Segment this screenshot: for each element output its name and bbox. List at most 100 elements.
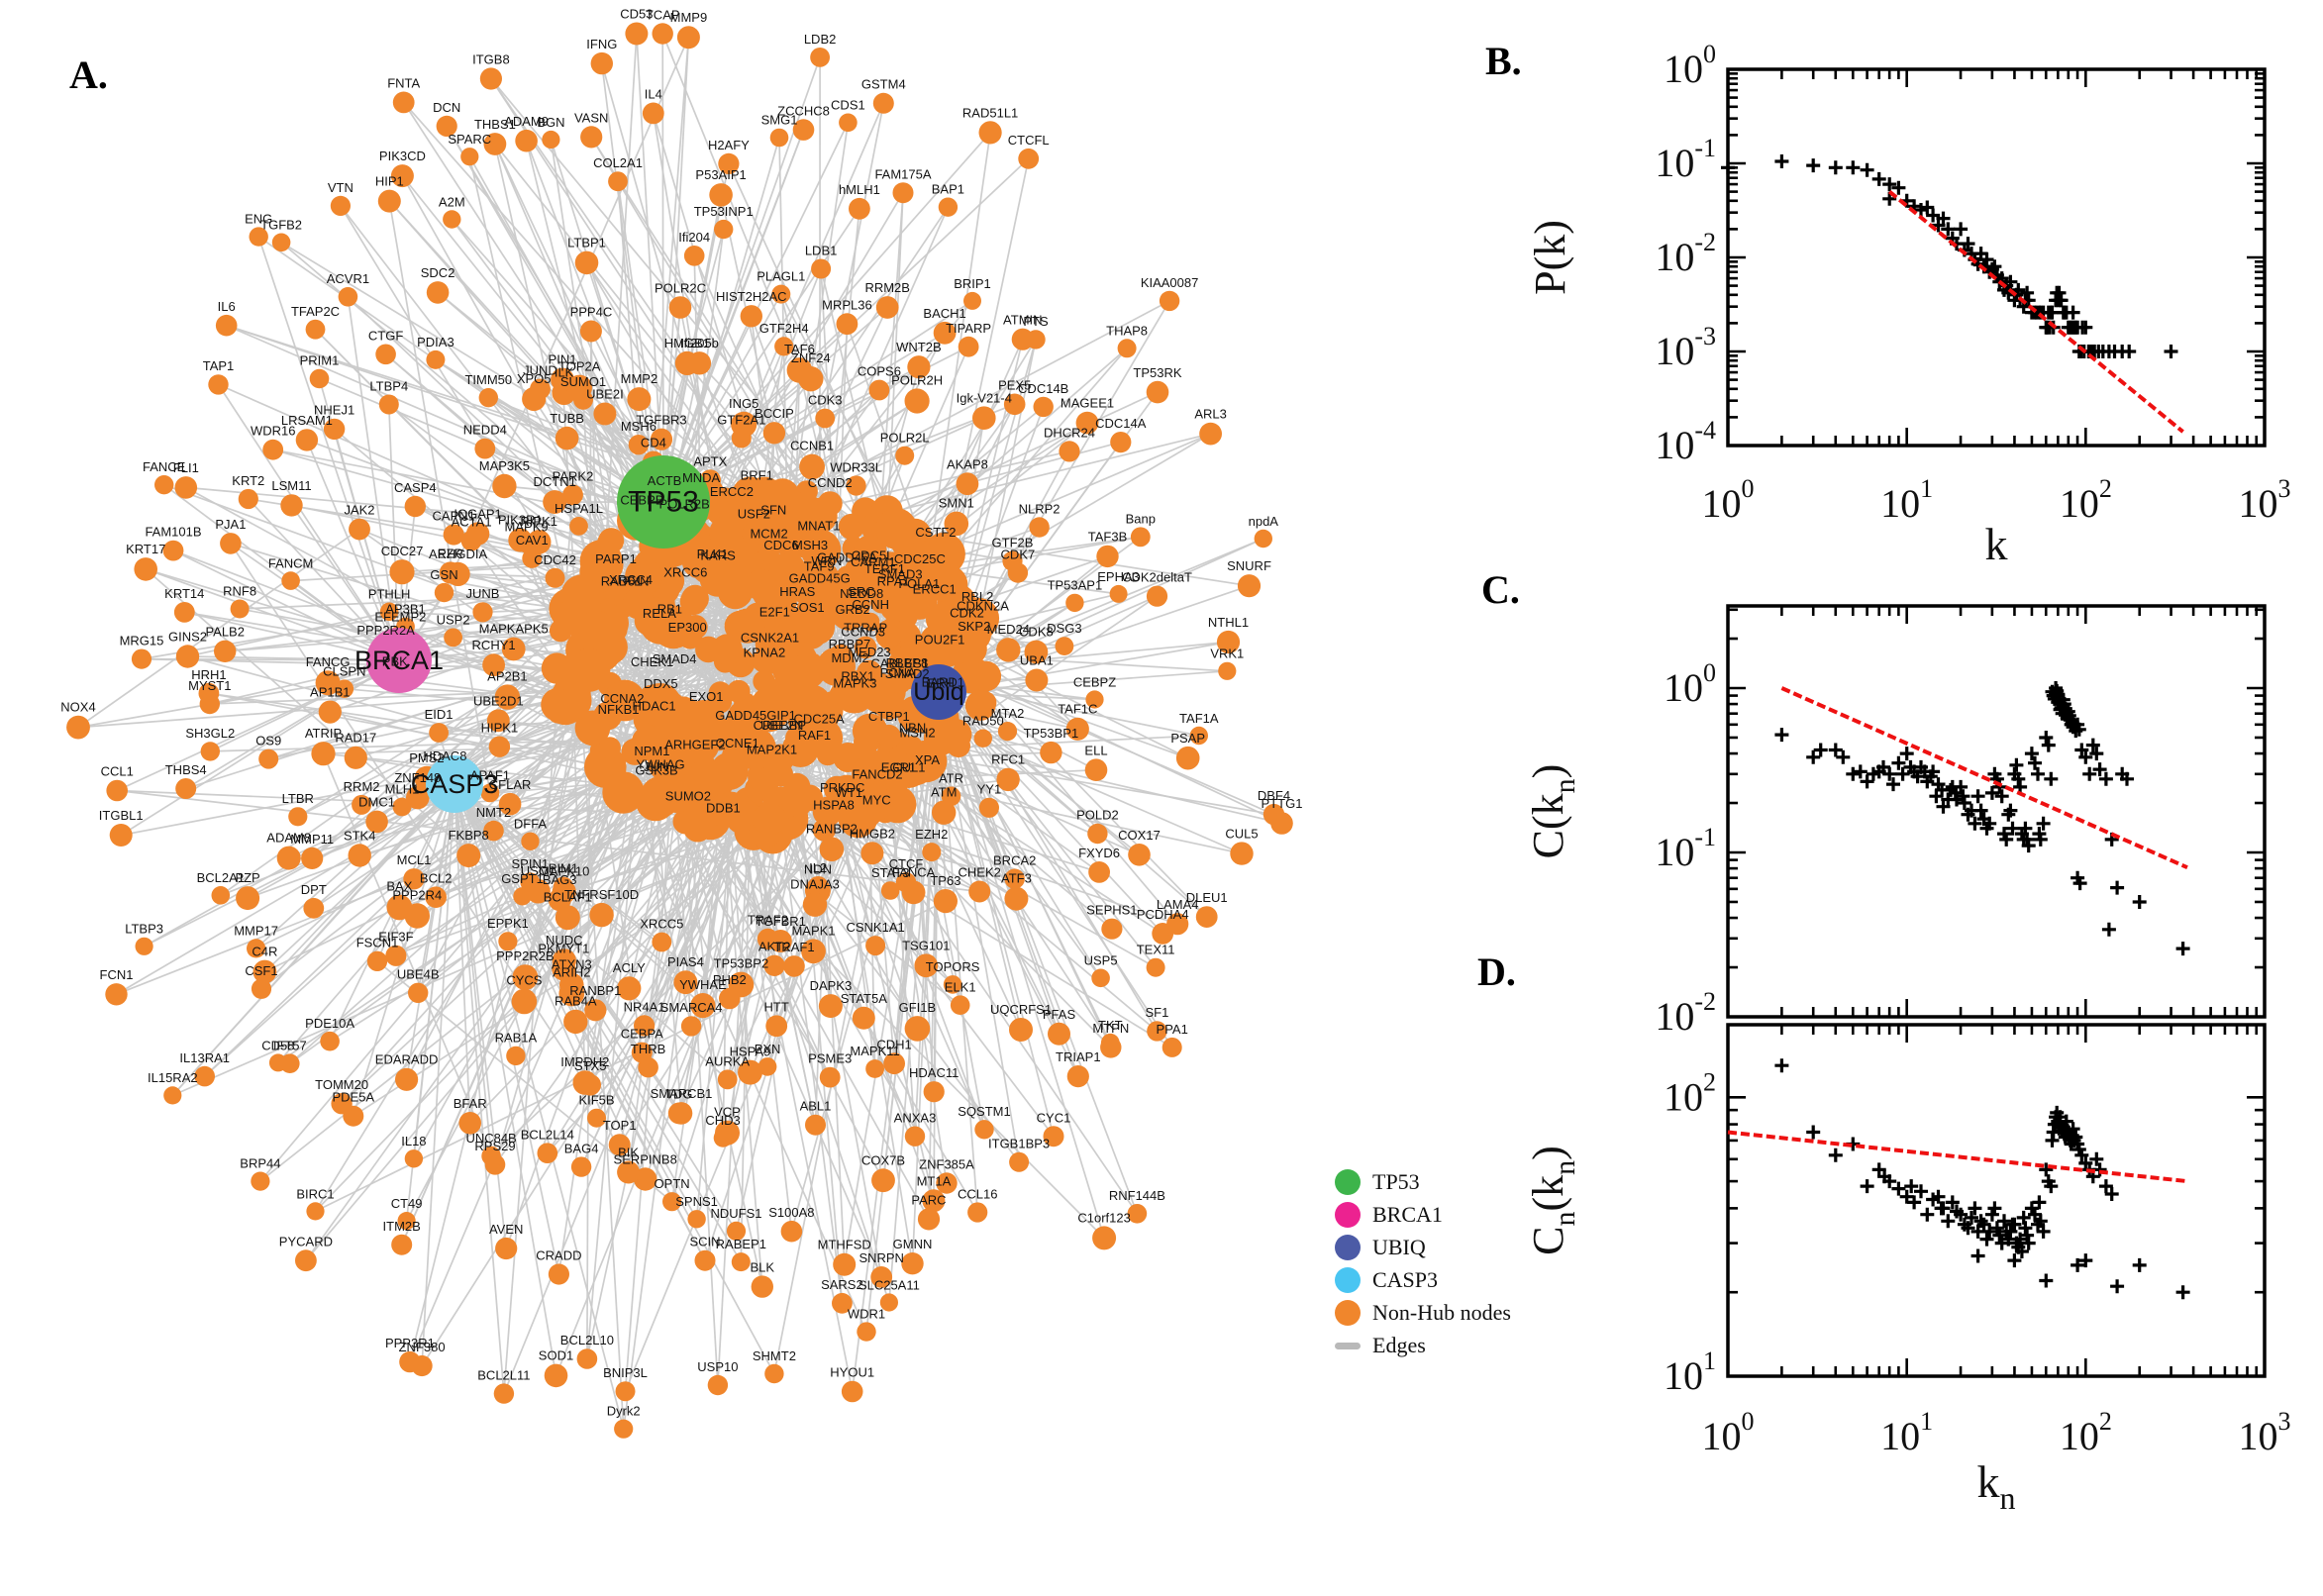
network-node[interactable]	[262, 439, 284, 460]
network-node[interactable]	[436, 115, 457, 137]
network-node[interactable]	[443, 210, 461, 229]
network-node[interactable]	[1218, 661, 1237, 680]
network-node[interactable]	[566, 374, 592, 401]
network-node[interactable]	[501, 637, 526, 661]
network-node[interactable]	[552, 956, 576, 981]
network-node[interactable]	[377, 189, 401, 213]
network-node[interactable]	[978, 121, 1002, 145]
network-node[interactable]	[390, 164, 414, 188]
network-node[interactable]	[970, 614, 995, 640]
network-node[interactable]	[669, 1102, 693, 1125]
network-node[interactable]	[763, 954, 785, 976]
network-node[interactable]	[1040, 741, 1062, 764]
network-node[interactable]	[923, 540, 949, 565]
network-node[interactable]	[1230, 842, 1254, 865]
network-node[interactable]	[406, 785, 430, 810]
network-node[interactable]	[972, 406, 996, 431]
network-node[interactable]	[818, 994, 843, 1019]
network-node[interactable]	[472, 602, 493, 623]
network-node[interactable]	[879, 1293, 899, 1312]
network-node[interactable]	[1048, 1022, 1070, 1046]
network-node[interactable]	[1189, 726, 1209, 746]
network-node[interactable]	[543, 490, 567, 515]
network-node[interactable]	[548, 1263, 570, 1285]
network-node[interactable]	[1146, 380, 1169, 404]
network-node[interactable]	[508, 528, 533, 552]
network-node[interactable]	[580, 126, 603, 149]
network-node[interactable]	[867, 782, 887, 803]
network-node[interactable]	[1018, 148, 1040, 169]
network-node[interactable]	[849, 197, 870, 220]
network-node[interactable]	[486, 709, 510, 733]
network-node[interactable]	[404, 495, 426, 518]
network-node[interactable]	[958, 336, 979, 357]
network-node[interactable]	[673, 970, 698, 995]
network-node[interactable]	[1007, 562, 1029, 583]
network-node[interactable]	[593, 402, 617, 426]
network-node[interactable]	[280, 1053, 300, 1073]
network-node[interactable]	[280, 494, 303, 517]
network-node[interactable]	[1092, 1226, 1117, 1250]
network-node[interactable]	[718, 152, 740, 174]
network-node[interactable]	[943, 975, 962, 994]
network-node[interactable]	[914, 953, 939, 978]
network-node[interactable]	[199, 693, 220, 715]
network-node[interactable]	[687, 1210, 706, 1229]
network-node[interactable]	[1091, 968, 1110, 988]
network-node[interactable]	[537, 1143, 558, 1163]
network-node[interactable]	[1101, 918, 1123, 940]
network-node[interactable]	[1029, 517, 1050, 538]
network-node[interactable]	[690, 993, 716, 1019]
network-node[interactable]	[214, 640, 237, 662]
network-node[interactable]	[780, 1220, 803, 1243]
network-node[interactable]	[512, 964, 539, 990]
network-node[interactable]	[1088, 861, 1110, 883]
network-node[interactable]	[1026, 330, 1046, 349]
network-node[interactable]	[950, 995, 970, 1015]
network-node[interactable]	[323, 418, 346, 441]
network-node[interactable]	[967, 1202, 988, 1223]
network-node[interactable]	[1130, 527, 1151, 548]
hub-node-brca1[interactable]	[366, 628, 432, 693]
network-node[interactable]	[860, 842, 884, 865]
network-node[interactable]	[1270, 812, 1293, 835]
network-node[interactable]	[662, 1192, 682, 1212]
network-node[interactable]	[175, 645, 200, 668]
network-node[interactable]	[933, 321, 957, 345]
network-node[interactable]	[1159, 290, 1180, 312]
network-node[interactable]	[731, 1252, 751, 1272]
network-node[interactable]	[1199, 422, 1222, 446]
network-node[interactable]	[494, 684, 521, 710]
network-node[interactable]	[740, 305, 762, 328]
network-node[interactable]	[642, 102, 664, 125]
network-node[interactable]	[875, 296, 899, 319]
network-node[interactable]	[868, 379, 890, 401]
network-node[interactable]	[579, 320, 602, 343]
network-node[interactable]	[1009, 1151, 1030, 1172]
network-node[interactable]	[425, 886, 448, 908]
network-node[interactable]	[411, 1354, 433, 1377]
network-node[interactable]	[349, 518, 370, 541]
network-node[interactable]	[515, 129, 538, 152]
network-node[interactable]	[106, 779, 128, 802]
network-node[interactable]	[889, 775, 908, 795]
network-node[interactable]	[544, 1363, 568, 1388]
network-node[interactable]	[200, 742, 220, 761]
network-node[interactable]	[572, 1070, 598, 1095]
network-node[interactable]	[726, 1221, 747, 1241]
network-node[interactable]	[366, 950, 388, 971]
network-node[interactable]	[627, 387, 652, 412]
network-node[interactable]	[281, 571, 300, 590]
network-node[interactable]	[498, 932, 518, 951]
network-node[interactable]	[907, 355, 931, 379]
network-node[interactable]	[1100, 1037, 1122, 1058]
network-node[interactable]	[751, 1275, 773, 1298]
network-node[interactable]	[901, 880, 926, 905]
network-node[interactable]	[483, 820, 504, 842]
network-node[interactable]	[1254, 529, 1273, 549]
network-node[interactable]	[764, 1363, 784, 1384]
network-node[interactable]	[391, 1234, 413, 1255]
network-node[interactable]	[247, 939, 266, 958]
network-node[interactable]	[1009, 1018, 1033, 1042]
network-node[interactable]	[1003, 393, 1026, 416]
